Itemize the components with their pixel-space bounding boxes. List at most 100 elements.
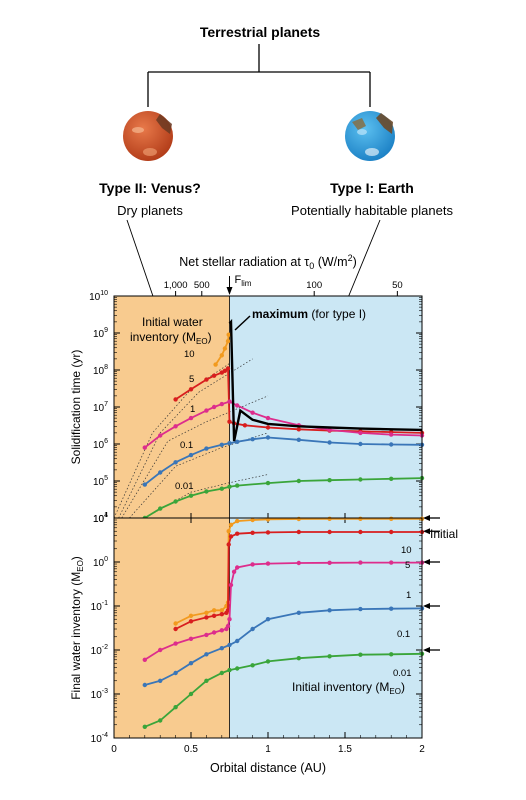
data-point-0.01 — [250, 663, 255, 668]
data-point-5 — [228, 534, 234, 539]
data-point-10 — [327, 516, 332, 521]
data-point-0.1 — [204, 446, 209, 451]
series-label-10: 10 — [184, 349, 195, 360]
data-point-1 — [358, 560, 363, 565]
data-point-5 — [226, 542, 231, 547]
series-label-0.1: 0.1 — [180, 440, 193, 451]
inventory-annotation-line1: Initial water — [142, 315, 203, 329]
data-point-0.01 — [296, 656, 301, 661]
x-tick-label: 0.5 — [184, 744, 198, 755]
data-point-0.1 — [219, 442, 224, 447]
flim-label: Flim — [235, 274, 252, 288]
data-point-0.01 — [173, 499, 178, 504]
bottom-y-axis-label: Final water inventory (MEO) — [69, 556, 85, 700]
data-point-1 — [227, 617, 232, 622]
earth-desc-label: Potentially habitable planets — [291, 203, 453, 218]
x-tick-label: 1.5 — [338, 744, 352, 755]
maximum-bold: maximum — [252, 307, 308, 321]
data-point-0.1 — [158, 678, 163, 683]
data-point-1 — [211, 630, 217, 635]
data-point-0.1 — [265, 617, 271, 622]
data-point-0.01 — [265, 659, 271, 664]
y-tick-base: 10 — [93, 477, 105, 488]
data-point-10 — [204, 610, 209, 615]
y-tick-base: 10 — [93, 514, 105, 525]
data-point-0.01 — [173, 705, 178, 710]
data-point-0.01 — [188, 493, 194, 498]
data-point-5 — [242, 423, 248, 428]
initial-arrow-head — [423, 515, 430, 521]
data-point-1 — [227, 399, 232, 404]
data-point-0.01 — [227, 484, 232, 489]
maximum-annotation: maximum (for type I) — [252, 307, 366, 321]
data-point-1 — [327, 560, 332, 565]
data-point-0.1 — [158, 470, 163, 475]
data-point-0.1 — [188, 452, 194, 458]
theory-guide-curve — [113, 363, 230, 519]
data-point-0.01 — [204, 489, 209, 494]
initial-inventory-sub: EO — [389, 687, 401, 696]
data-point-0.01 — [188, 691, 194, 697]
data-point-1 — [389, 432, 394, 437]
data-point-5 — [188, 387, 194, 392]
bottom-y-label-sub: EO — [76, 560, 85, 572]
initial-label: Initial — [430, 527, 458, 541]
initial-inventory-close: ) — [401, 680, 405, 694]
y-tick-exponent: -2 — [102, 644, 108, 651]
data-point-1 — [211, 404, 217, 410]
top-y-axis-label: Solidification time (yr) — [69, 350, 83, 465]
y-tick-label: 10-3 — [91, 688, 108, 701]
y-tick-base: 10 — [93, 514, 105, 525]
data-point-1 — [204, 408, 209, 413]
y-tick-label: 104 — [93, 512, 108, 525]
data-point-5 — [219, 612, 224, 617]
data-point-0.1 — [142, 482, 147, 487]
data-point-1 — [158, 433, 163, 438]
y-tick-base: 10 — [91, 646, 103, 657]
y-tick-base: 10 — [91, 602, 103, 613]
data-point-0.1 — [188, 661, 194, 666]
y-tick-base: 10 — [91, 690, 103, 701]
data-point-0.01 — [235, 666, 240, 671]
data-point-5 — [296, 427, 301, 432]
data-point-0.1 — [389, 442, 394, 447]
bottom-y-label-text: Final water inventory (M — [69, 572, 83, 700]
series-label-1: 1 — [190, 404, 195, 415]
data-point-1 — [265, 561, 271, 566]
x-tick-label: 0 — [111, 744, 117, 755]
habitable-region — [229, 518, 422, 738]
y-tick-label: 107 — [93, 401, 108, 414]
data-point-0.01 — [158, 718, 163, 723]
data-point-5 — [188, 619, 194, 624]
data-point-0.1 — [389, 606, 394, 611]
data-point-10 — [211, 608, 217, 613]
y-tick-base: 10 — [93, 366, 105, 377]
data-point-10 — [250, 517, 255, 523]
data-point-10 — [222, 346, 228, 351]
data-point-0.1 — [250, 626, 255, 632]
top-tick-label: 50 — [392, 280, 403, 291]
data-point-1 — [265, 415, 271, 421]
flim-sub: lim — [241, 279, 252, 288]
series-line-1 — [144, 561, 422, 661]
theory-guide-curve — [118, 358, 253, 519]
top-axis-title: Net stellar radiation at τ0 (W/m2) — [179, 253, 357, 271]
data-point-5 — [265, 425, 271, 430]
data-point-10 — [225, 339, 231, 344]
data-point-0.1 — [265, 435, 271, 440]
data-point-1 — [158, 647, 163, 653]
maximum-rest: (for type I) — [308, 307, 366, 321]
data-point-10 — [389, 516, 394, 521]
top-tick-label: 500 — [194, 280, 210, 291]
theory-guide-curve — [144, 474, 269, 519]
y-tick-exponent: 8 — [104, 364, 108, 371]
y-tick-exponent: 5 — [104, 475, 108, 482]
data-point-1 — [250, 562, 255, 567]
data-point-1 — [231, 569, 237, 574]
initial-arrow-head — [423, 559, 430, 565]
data-point-1 — [358, 430, 363, 436]
data-point-0.01 — [142, 724, 147, 729]
earth-type-label: Type I: Earth — [330, 180, 414, 196]
